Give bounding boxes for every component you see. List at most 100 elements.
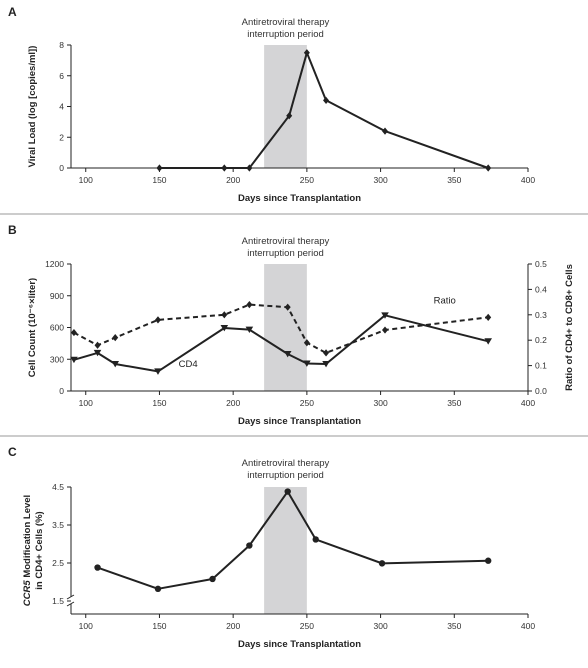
series-line — [159, 51, 489, 169]
y-tick-label: 6 — [59, 71, 64, 81]
data-point — [312, 536, 319, 543]
series-line — [97, 490, 489, 590]
data-point — [93, 349, 102, 357]
y-right-tick-label: 0.2 — [535, 335, 547, 345]
x-tick-label: 200 — [226, 621, 240, 631]
data-point — [322, 361, 330, 368]
x-tick-label: 350 — [447, 621, 461, 631]
axis-break-mark — [66, 594, 75, 600]
data-point — [323, 349, 330, 357]
x-tick-label: 150 — [152, 398, 166, 408]
data-point — [94, 341, 101, 349]
y-axis-title: CCR5 Modification Level — [22, 495, 33, 606]
y-axis-title-gene: CCR5 — [22, 580, 33, 607]
x-tick-label: 150 — [152, 175, 166, 185]
x-tick-label: 100 — [79, 621, 93, 631]
x-axis-title: Days since Transplantation — [238, 416, 361, 427]
data-point — [286, 112, 293, 120]
x-tick-label: 250 — [300, 398, 314, 408]
annotation-text: Antiretroviral therapy — [242, 458, 330, 469]
y-tick-label: 4 — [59, 102, 64, 112]
y-tick-label: 2.5 — [52, 558, 64, 568]
interruption-period-shade — [264, 487, 307, 614]
y-right-tick-label: 0.0 — [535, 386, 547, 396]
annotation-text: interruption period — [247, 470, 324, 481]
data-point — [485, 313, 492, 321]
annotation-text: interruption period — [247, 29, 324, 40]
x-tick-label: 200 — [226, 398, 240, 408]
y-right-tick-label: 0.1 — [535, 361, 547, 371]
data-point — [485, 164, 492, 172]
data-point — [154, 585, 162, 593]
data-point — [221, 164, 228, 172]
annotation-text: interruption period — [247, 248, 324, 259]
interruption-period-shade — [264, 45, 307, 168]
data-point — [111, 361, 120, 368]
data-point — [303, 49, 310, 57]
data-point — [94, 564, 101, 571]
data-point — [154, 368, 162, 375]
data-point — [484, 557, 492, 564]
x-tick-label: 350 — [447, 175, 461, 185]
y-tick-label: 1200 — [45, 259, 64, 269]
y-tick-label: 8 — [59, 40, 64, 50]
x-tick-label: 300 — [373, 398, 387, 408]
x-axis-title: Days since Transplantation — [238, 639, 361, 650]
x-tick-label: 150 — [152, 621, 166, 631]
data-point — [154, 316, 161, 324]
data-point — [303, 339, 310, 347]
data-point — [484, 338, 492, 345]
y-right-tick-label: 0.3 — [535, 310, 547, 320]
y-right-tick-label: 0.5 — [535, 259, 547, 269]
data-point — [246, 542, 253, 549]
panel-letter: A — [8, 5, 17, 19]
y-tick-label: 600 — [50, 323, 64, 333]
data-point — [220, 325, 229, 332]
data-point — [221, 311, 228, 319]
annotation-text: Antiretroviral therapy — [242, 236, 330, 247]
series-label-ratio: Ratio — [434, 295, 456, 306]
data-point — [245, 326, 254, 334]
x-tick-label: 350 — [447, 398, 461, 408]
x-tick-label: 250 — [300, 621, 314, 631]
data-point — [382, 326, 389, 334]
data-point — [70, 328, 77, 337]
y-tick-label: 0 — [59, 386, 64, 396]
x-tick-label: 200 — [226, 175, 240, 185]
data-point — [284, 488, 291, 495]
x-tick-label: 100 — [79, 398, 93, 408]
y-tick-label: 2 — [59, 132, 64, 142]
y-right-axis-title: Ratio of CD4+ to CD8+ Cells — [564, 264, 575, 391]
series-line-ratio — [73, 303, 489, 354]
x-axis-title: Days since Transplantation — [238, 193, 361, 204]
series-label-cd4: CD4 — [179, 359, 198, 370]
y-tick-label: 1.5 — [52, 596, 64, 606]
y-tick-label: 3.5 — [52, 520, 64, 530]
data-point — [156, 164, 163, 172]
y-tick-label: 300 — [50, 354, 64, 364]
data-point — [303, 360, 311, 367]
data-point — [378, 560, 386, 567]
x-tick-label: 250 — [300, 175, 314, 185]
data-point — [112, 334, 119, 342]
y-tick-label: 0 — [59, 163, 64, 173]
data-point — [381, 312, 389, 319]
data-point — [209, 575, 216, 583]
panel-letter: B — [8, 223, 17, 237]
data-point — [284, 303, 291, 311]
data-point — [382, 127, 389, 135]
y-axis-title: Cell Count (10⁻⁶×liter) — [27, 278, 38, 377]
y-tick-label: 4.5 — [52, 482, 64, 492]
interruption-period-shade — [264, 264, 307, 391]
y-axis-title-line2: in CD4+ Cells (%) — [34, 511, 45, 589]
x-tick-label: 400 — [521, 175, 535, 185]
x-tick-label: 400 — [521, 621, 535, 631]
y-tick-label: 900 — [50, 291, 64, 301]
annotation-text: Antiretroviral therapy — [242, 17, 330, 28]
x-tick-label: 300 — [373, 621, 387, 631]
data-point — [246, 301, 253, 309]
